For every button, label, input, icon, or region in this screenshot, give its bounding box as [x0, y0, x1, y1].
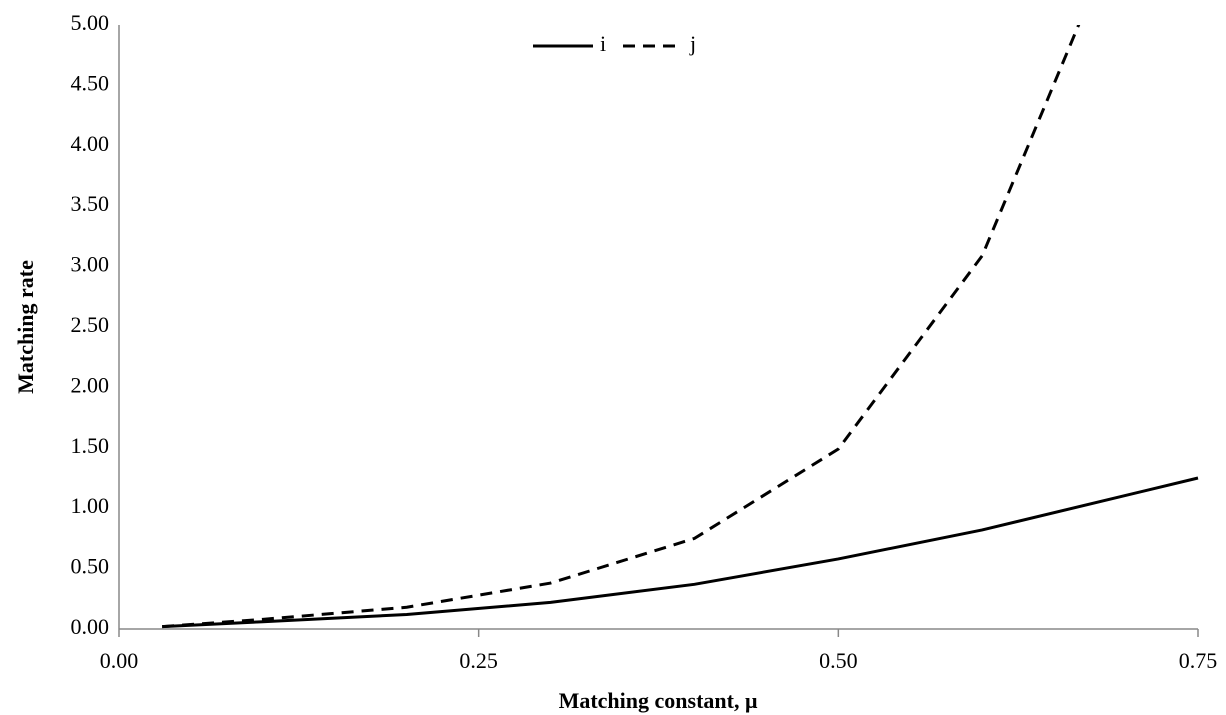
y-tick-label: 1.00 — [71, 493, 110, 518]
y-tick-label: 4.50 — [71, 70, 110, 95]
y-tick-label: 2.50 — [71, 312, 110, 337]
y-tick-label: 4.00 — [71, 131, 110, 156]
x-tick-label: 0.25 — [459, 648, 498, 673]
x-axis-label: Matching constant, μ — [559, 688, 758, 713]
x-tick-label: 0.50 — [819, 648, 858, 673]
line — [162, 476, 1199, 629]
legend-label: j — [689, 31, 696, 56]
line — [162, 25, 1081, 629]
y-tick-label: 0.00 — [71, 614, 110, 639]
y-tick-label: 0.50 — [71, 554, 110, 579]
y-axis-label: Matching rate — [13, 260, 38, 394]
y-tick-label: 5.00 — [71, 10, 110, 35]
y-tick-label: 3.50 — [71, 191, 110, 216]
y-tick-label: 3.00 — [71, 252, 110, 277]
x-tick-label: 0.75 — [1179, 648, 1218, 673]
y-tick-label: 2.00 — [71, 372, 110, 397]
plot-area — [162, 25, 1199, 629]
x-tick-label: 0.00 — [100, 648, 139, 673]
legend-label: i — [600, 31, 606, 56]
y-tick-label: 1.50 — [71, 433, 110, 458]
